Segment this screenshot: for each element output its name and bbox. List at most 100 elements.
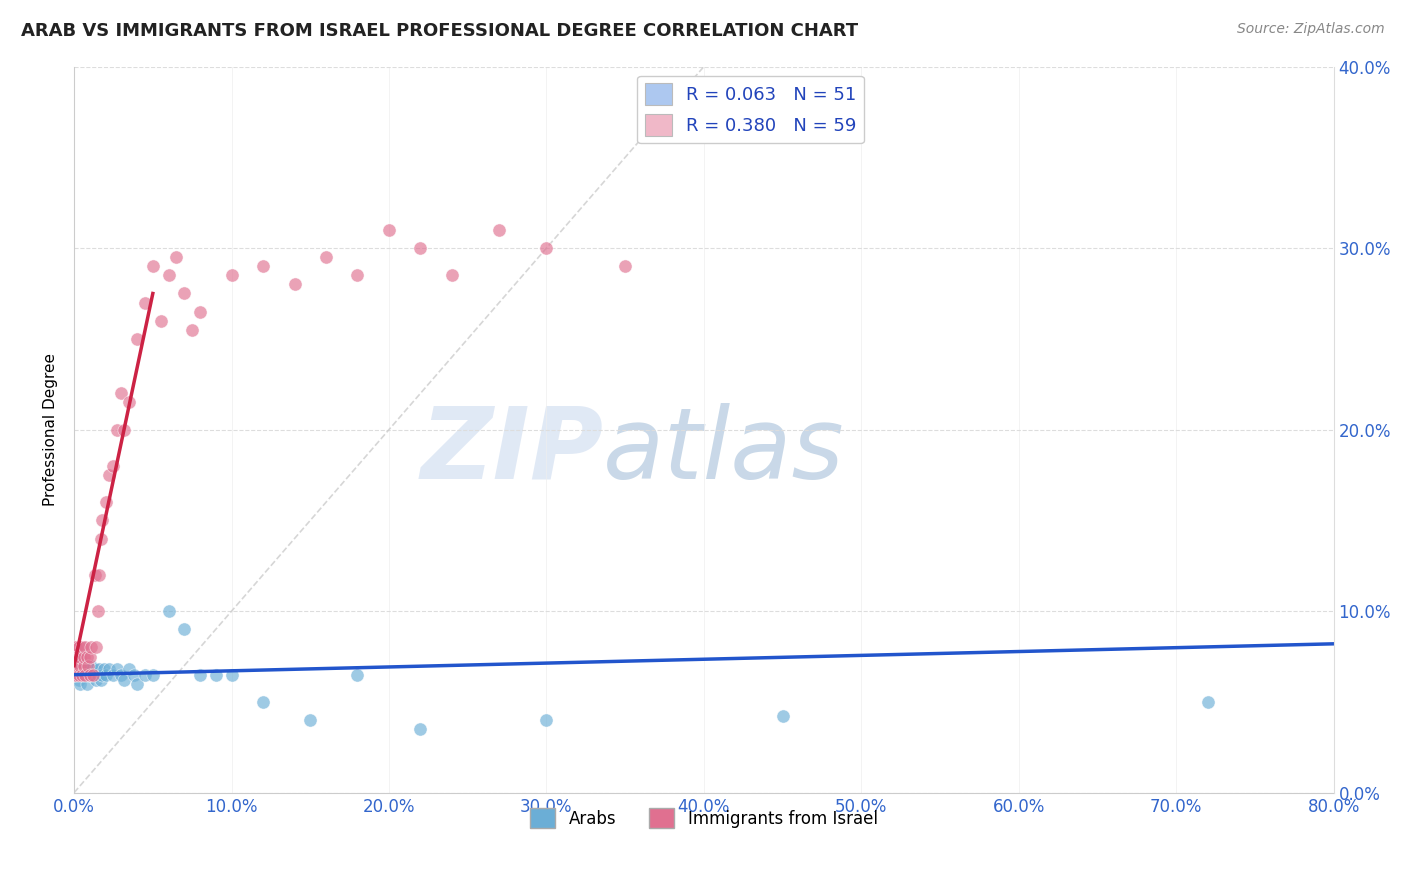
Text: Source: ZipAtlas.com: Source: ZipAtlas.com bbox=[1237, 22, 1385, 37]
Point bbox=[103, 667, 125, 681]
Point bbox=[315, 250, 337, 264]
Point bbox=[79, 667, 101, 681]
Point bbox=[283, 277, 305, 292]
Point bbox=[90, 673, 112, 687]
Point bbox=[1197, 695, 1219, 709]
Point bbox=[173, 622, 195, 636]
Point bbox=[72, 658, 94, 673]
Point bbox=[409, 722, 432, 736]
Point bbox=[252, 260, 274, 274]
Point bbox=[221, 667, 243, 681]
Point bbox=[70, 667, 93, 681]
Point bbox=[67, 667, 90, 681]
Point bbox=[65, 667, 87, 681]
Point bbox=[70, 662, 93, 676]
Point bbox=[72, 667, 94, 681]
Point bbox=[65, 658, 87, 673]
Point bbox=[77, 667, 100, 681]
Point bbox=[105, 662, 128, 676]
Point bbox=[94, 495, 117, 509]
Point bbox=[89, 567, 111, 582]
Point bbox=[614, 260, 637, 274]
Point bbox=[89, 662, 111, 676]
Point bbox=[76, 677, 98, 691]
Point bbox=[536, 713, 558, 727]
Point bbox=[86, 604, 108, 618]
Point bbox=[440, 268, 463, 283]
Point bbox=[94, 667, 117, 681]
Y-axis label: Professional Degree: Professional Degree bbox=[44, 353, 58, 506]
Point bbox=[125, 332, 148, 346]
Point bbox=[378, 223, 401, 237]
Point bbox=[118, 662, 141, 676]
Point bbox=[204, 667, 226, 681]
Point bbox=[80, 658, 103, 673]
Point bbox=[69, 662, 91, 676]
Point bbox=[65, 649, 87, 664]
Point bbox=[83, 662, 105, 676]
Point bbox=[80, 640, 103, 655]
Point bbox=[110, 386, 132, 401]
Point bbox=[114, 673, 136, 687]
Point bbox=[75, 640, 97, 655]
Point bbox=[63, 667, 86, 681]
Point bbox=[188, 304, 211, 318]
Point bbox=[63, 640, 86, 655]
Point bbox=[134, 295, 156, 310]
Point bbox=[409, 241, 432, 255]
Point bbox=[75, 662, 97, 676]
Text: atlas: atlas bbox=[603, 403, 845, 500]
Point bbox=[67, 649, 90, 664]
Point bbox=[79, 667, 101, 681]
Point bbox=[72, 658, 94, 673]
Point bbox=[67, 667, 90, 681]
Point bbox=[65, 667, 87, 681]
Point bbox=[93, 662, 115, 676]
Point bbox=[69, 677, 91, 691]
Point bbox=[66, 649, 89, 664]
Point bbox=[149, 314, 172, 328]
Point bbox=[82, 667, 104, 681]
Point bbox=[122, 667, 145, 681]
Point bbox=[103, 458, 125, 473]
Point bbox=[84, 673, 107, 687]
Point bbox=[536, 241, 558, 255]
Point bbox=[66, 658, 89, 673]
Point bbox=[76, 649, 98, 664]
Point bbox=[299, 713, 322, 727]
Point bbox=[69, 658, 91, 673]
Point bbox=[157, 604, 180, 618]
Point bbox=[173, 286, 195, 301]
Point bbox=[66, 667, 89, 681]
Point bbox=[142, 667, 165, 681]
Text: ARAB VS IMMIGRANTS FROM ISRAEL PROFESSIONAL DEGREE CORRELATION CHART: ARAB VS IMMIGRANTS FROM ISRAEL PROFESSIO… bbox=[21, 22, 858, 40]
Point bbox=[63, 649, 86, 664]
Point bbox=[70, 640, 93, 655]
Point bbox=[70, 667, 93, 681]
Point bbox=[97, 468, 120, 483]
Point bbox=[181, 323, 204, 337]
Point bbox=[114, 423, 136, 437]
Point bbox=[67, 640, 90, 655]
Point bbox=[105, 423, 128, 437]
Point bbox=[63, 667, 86, 681]
Point bbox=[63, 658, 86, 673]
Point bbox=[118, 395, 141, 409]
Point bbox=[97, 662, 120, 676]
Point bbox=[252, 695, 274, 709]
Point bbox=[772, 709, 794, 723]
Point bbox=[66, 658, 89, 673]
Point bbox=[82, 667, 104, 681]
Point bbox=[142, 260, 165, 274]
Point bbox=[91, 513, 114, 527]
Text: ZIP: ZIP bbox=[420, 403, 603, 500]
Point bbox=[69, 649, 91, 664]
Point bbox=[65, 640, 87, 655]
Point bbox=[134, 667, 156, 681]
Point bbox=[72, 649, 94, 664]
Point bbox=[83, 567, 105, 582]
Point bbox=[79, 662, 101, 676]
Point bbox=[90, 532, 112, 546]
Point bbox=[125, 677, 148, 691]
Point bbox=[221, 268, 243, 283]
